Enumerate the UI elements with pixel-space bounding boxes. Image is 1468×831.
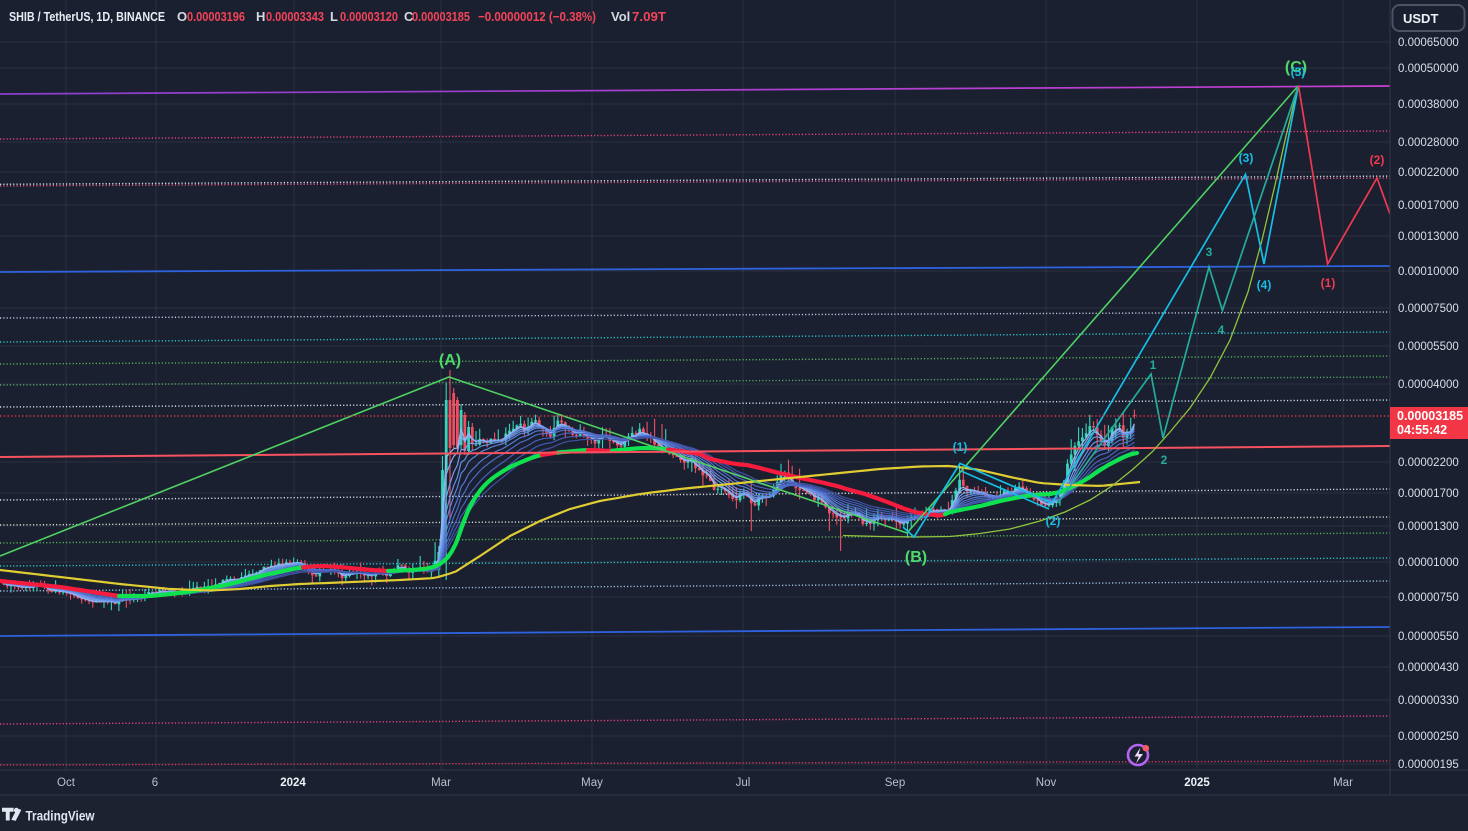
svg-text:0.00003185: 0.00003185 bbox=[412, 9, 470, 24]
svg-text:0.00000430: 0.00000430 bbox=[1398, 662, 1459, 674]
svg-text:0.00010000: 0.00010000 bbox=[1398, 266, 1459, 278]
svg-text:USDT: USDT bbox=[1403, 11, 1438, 26]
svg-text:2024: 2024 bbox=[280, 777, 306, 789]
svg-text:0.00007500: 0.00007500 bbox=[1398, 303, 1459, 315]
svg-text:May: May bbox=[581, 777, 603, 789]
svg-text:4: 4 bbox=[1218, 323, 1225, 337]
svg-text:−0.00000012 (−0.38%): −0.00000012 (−0.38%) bbox=[478, 9, 596, 24]
svg-text:0.00001700: 0.00001700 bbox=[1398, 488, 1459, 500]
svg-text:Nov: Nov bbox=[1036, 777, 1057, 789]
svg-text:(5): (5) bbox=[1291, 65, 1306, 79]
svg-text:0.00003120: 0.00003120 bbox=[340, 9, 398, 24]
svg-text:0.00005500: 0.00005500 bbox=[1398, 341, 1459, 353]
svg-text:(3): (3) bbox=[1239, 151, 1254, 165]
svg-text:0.00028000: 0.00028000 bbox=[1398, 137, 1459, 149]
svg-text:0.00000330: 0.00000330 bbox=[1398, 695, 1459, 707]
svg-text:0.00065000: 0.00065000 bbox=[1398, 37, 1459, 49]
svg-text:Jul: Jul bbox=[736, 777, 751, 789]
svg-text:Sep: Sep bbox=[885, 777, 905, 789]
svg-text:0.00050000: 0.00050000 bbox=[1398, 63, 1459, 75]
svg-text:(2): (2) bbox=[1046, 514, 1061, 528]
svg-text:0.00003196: 0.00003196 bbox=[187, 9, 245, 24]
svg-text:3: 3 bbox=[1206, 245, 1213, 259]
svg-text:Mar: Mar bbox=[1333, 777, 1353, 789]
svg-text:(2): (2) bbox=[1370, 153, 1385, 167]
svg-text:2: 2 bbox=[1161, 453, 1168, 467]
svg-text:0.00001300: 0.00001300 bbox=[1398, 521, 1459, 533]
svg-text:2025: 2025 bbox=[1184, 777, 1210, 789]
svg-text:0.00003185: 0.00003185 bbox=[1397, 409, 1463, 423]
svg-text:0.00004000: 0.00004000 bbox=[1398, 379, 1459, 391]
svg-text:0.00000550: 0.00000550 bbox=[1398, 631, 1459, 643]
svg-text:0.00013000: 0.00013000 bbox=[1398, 231, 1459, 243]
svg-text:0.00003343: 0.00003343 bbox=[266, 9, 324, 24]
svg-text:C: C bbox=[404, 9, 414, 24]
svg-text:0.00000750: 0.00000750 bbox=[1398, 592, 1459, 604]
svg-text:0.00038000: 0.00038000 bbox=[1398, 99, 1459, 111]
svg-text:Oct: Oct bbox=[57, 777, 76, 789]
svg-text:(4): (4) bbox=[1257, 278, 1272, 292]
svg-text:0.00022000: 0.00022000 bbox=[1398, 167, 1459, 179]
svg-text:Mar: Mar bbox=[431, 777, 451, 789]
svg-text:(1): (1) bbox=[1321, 276, 1336, 290]
svg-text:O: O bbox=[177, 9, 187, 24]
svg-text:0.00001000: 0.00001000 bbox=[1398, 557, 1459, 569]
svg-text:0.00017000: 0.00017000 bbox=[1398, 200, 1459, 212]
svg-text:(C): (C) bbox=[1285, 59, 1307, 76]
svg-text:(1): (1) bbox=[953, 440, 968, 454]
svg-text:H: H bbox=[256, 9, 265, 24]
svg-text:0.00000250: 0.00000250 bbox=[1398, 731, 1459, 743]
svg-text:0.00000195: 0.00000195 bbox=[1398, 759, 1459, 771]
svg-text:6: 6 bbox=[152, 777, 158, 789]
svg-text:SHIB / TetherUS, 1D, BINANCE: SHIB / TetherUS, 1D, BINANCE bbox=[9, 9, 165, 24]
svg-text:Vol: Vol bbox=[611, 9, 630, 24]
svg-text:04:55:42: 04:55:42 bbox=[1397, 423, 1447, 437]
svg-text:(B): (B) bbox=[905, 549, 927, 566]
svg-text:1: 1 bbox=[1150, 358, 1157, 372]
svg-text:0.00002200: 0.00002200 bbox=[1398, 457, 1459, 469]
svg-text:7.09T: 7.09T bbox=[632, 9, 666, 24]
svg-text:(A): (A) bbox=[439, 352, 461, 369]
svg-text:TradingView: TradingView bbox=[26, 809, 95, 824]
svg-text:L: L bbox=[330, 9, 338, 24]
